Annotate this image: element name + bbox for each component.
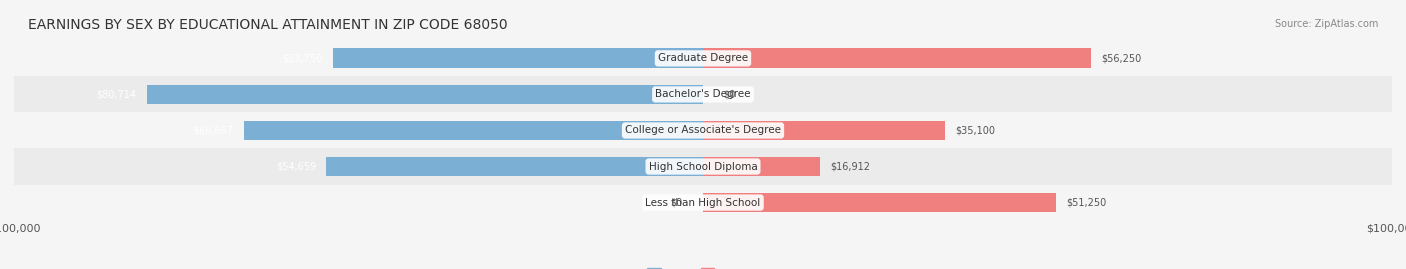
Text: $56,250: $56,250 (1101, 53, 1142, 63)
Legend: Male, Female: Male, Female (643, 264, 763, 269)
Text: $51,250: $51,250 (1066, 197, 1107, 208)
Text: $0: $0 (671, 197, 682, 208)
Bar (14, 112, 1392, 148)
Text: $80,714: $80,714 (97, 89, 136, 100)
Text: College or Associate's Degree: College or Associate's Degree (626, 125, 780, 136)
Text: Graduate Degree: Graduate Degree (658, 53, 748, 63)
Bar (14, 148, 1392, 185)
Text: $54,659: $54,659 (276, 161, 316, 172)
Bar (326, 157, 703, 176)
Bar (14, 40, 1392, 76)
Bar (703, 48, 1091, 68)
Bar (14, 185, 1392, 221)
Text: Bachelor's Degree: Bachelor's Degree (655, 89, 751, 100)
Bar (703, 157, 820, 176)
Bar (14, 76, 1392, 112)
Text: $66,667: $66,667 (194, 125, 233, 136)
Text: EARNINGS BY SEX BY EDUCATIONAL ATTAINMENT IN ZIP CODE 68050: EARNINGS BY SEX BY EDUCATIONAL ATTAINMEN… (28, 18, 508, 32)
Bar (148, 84, 703, 104)
Text: High School Diploma: High School Diploma (648, 161, 758, 172)
Text: $0: $0 (724, 89, 735, 100)
Bar (703, 121, 945, 140)
Text: Less than High School: Less than High School (645, 197, 761, 208)
Text: $53,750: $53,750 (283, 53, 322, 63)
Text: $35,100: $35,100 (955, 125, 995, 136)
Text: Source: ZipAtlas.com: Source: ZipAtlas.com (1274, 19, 1378, 29)
Text: $16,912: $16,912 (830, 161, 870, 172)
Bar (333, 48, 703, 68)
Bar (703, 193, 1056, 213)
Bar (243, 121, 703, 140)
